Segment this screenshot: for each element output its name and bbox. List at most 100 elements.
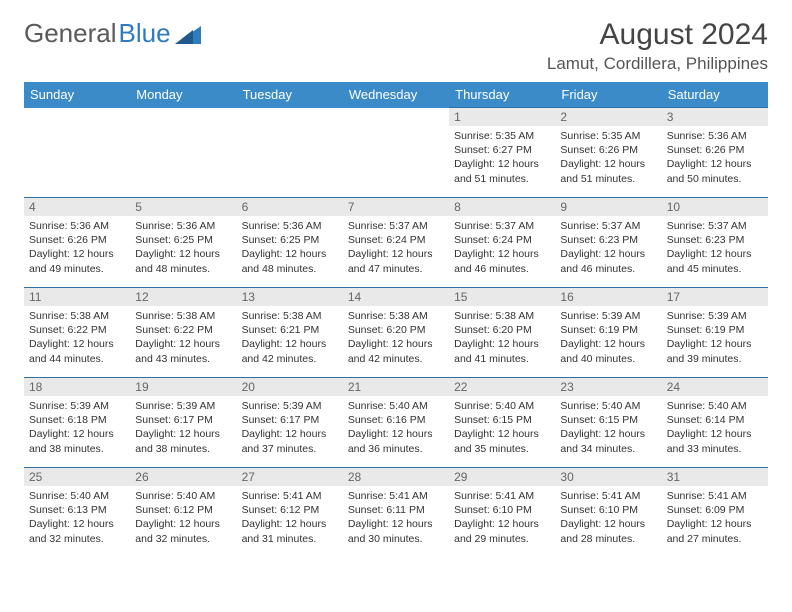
daylight-line: Daylight: 12 hours and 38 minutes. [135, 427, 231, 455]
calendar-cell: 29Sunrise: 5:41 AMSunset: 6:10 PMDayligh… [449, 468, 555, 558]
calendar-cell: 23Sunrise: 5:40 AMSunset: 6:15 PMDayligh… [555, 378, 661, 468]
sunrise-line: Sunrise: 5:36 AM [29, 219, 125, 233]
day-number: 30 [555, 468, 661, 486]
sunset-line: Sunset: 6:15 PM [454, 413, 550, 427]
sunset-line: Sunset: 6:12 PM [242, 503, 338, 517]
day-body: Sunrise: 5:41 AMSunset: 6:10 PMDaylight:… [555, 486, 661, 551]
calendar-cell: 13Sunrise: 5:38 AMSunset: 6:21 PMDayligh… [237, 288, 343, 378]
day-number: 28 [343, 468, 449, 486]
calendar-cell: 30Sunrise: 5:41 AMSunset: 6:10 PMDayligh… [555, 468, 661, 558]
calendar-week: 18Sunrise: 5:39 AMSunset: 6:18 PMDayligh… [24, 378, 768, 468]
day-number: 10 [662, 198, 768, 216]
calendar-cell: 25Sunrise: 5:40 AMSunset: 6:13 PMDayligh… [24, 468, 130, 558]
daylight-line: Daylight: 12 hours and 48 minutes. [242, 247, 338, 275]
calendar-cell: 1Sunrise: 5:35 AMSunset: 6:27 PMDaylight… [449, 108, 555, 198]
sunrise-line: Sunrise: 5:39 AM [560, 309, 656, 323]
sunset-line: Sunset: 6:12 PM [135, 503, 231, 517]
sunset-line: Sunset: 6:11 PM [348, 503, 444, 517]
day-body: Sunrise: 5:38 AMSunset: 6:22 PMDaylight:… [24, 306, 130, 371]
day-body: Sunrise: 5:37 AMSunset: 6:23 PMDaylight:… [662, 216, 768, 281]
day-body: Sunrise: 5:41 AMSunset: 6:12 PMDaylight:… [237, 486, 343, 551]
calendar-cell: 26Sunrise: 5:40 AMSunset: 6:12 PMDayligh… [130, 468, 236, 558]
sunset-line: Sunset: 6:15 PM [560, 413, 656, 427]
calendar-week: 4Sunrise: 5:36 AMSunset: 6:26 PMDaylight… [24, 198, 768, 288]
sunrise-line: Sunrise: 5:35 AM [454, 129, 550, 143]
sunset-line: Sunset: 6:25 PM [135, 233, 231, 247]
calendar-cell: 14Sunrise: 5:38 AMSunset: 6:20 PMDayligh… [343, 288, 449, 378]
calendar-cell: 12Sunrise: 5:38 AMSunset: 6:22 PMDayligh… [130, 288, 236, 378]
day-number: 20 [237, 378, 343, 396]
sunrise-line: Sunrise: 5:40 AM [135, 489, 231, 503]
day-body: Sunrise: 5:37 AMSunset: 6:23 PMDaylight:… [555, 216, 661, 281]
calendar-cell: 5Sunrise: 5:36 AMSunset: 6:25 PMDaylight… [130, 198, 236, 288]
daylight-line: Daylight: 12 hours and 48 minutes. [135, 247, 231, 275]
sunrise-line: Sunrise: 5:38 AM [348, 309, 444, 323]
sunset-line: Sunset: 6:18 PM [29, 413, 125, 427]
day-number: 21 [343, 378, 449, 396]
day-number: 14 [343, 288, 449, 306]
day-number: 1 [449, 108, 555, 126]
calendar-cell: 15Sunrise: 5:38 AMSunset: 6:20 PMDayligh… [449, 288, 555, 378]
calendar-cell: 9Sunrise: 5:37 AMSunset: 6:23 PMDaylight… [555, 198, 661, 288]
sunrise-line: Sunrise: 5:38 AM [242, 309, 338, 323]
sunrise-line: Sunrise: 5:39 AM [667, 309, 763, 323]
calendar-week: 25Sunrise: 5:40 AMSunset: 6:13 PMDayligh… [24, 468, 768, 558]
calendar-body: 1Sunrise: 5:35 AMSunset: 6:27 PMDaylight… [24, 108, 768, 558]
day-header: Sunday [24, 82, 130, 108]
day-body: Sunrise: 5:40 AMSunset: 6:12 PMDaylight:… [130, 486, 236, 551]
calendar-cell [24, 108, 130, 198]
day-body: Sunrise: 5:41 AMSunset: 6:11 PMDaylight:… [343, 486, 449, 551]
day-body: Sunrise: 5:36 AMSunset: 6:26 PMDaylight:… [24, 216, 130, 281]
day-body: Sunrise: 5:38 AMSunset: 6:20 PMDaylight:… [449, 306, 555, 371]
day-header: Wednesday [343, 82, 449, 108]
title-block: August 2024 Lamut, Cordillera, Philippin… [547, 18, 768, 74]
sunset-line: Sunset: 6:23 PM [667, 233, 763, 247]
sunset-line: Sunset: 6:26 PM [667, 143, 763, 157]
daylight-line: Daylight: 12 hours and 50 minutes. [667, 157, 763, 185]
sunrise-line: Sunrise: 5:40 AM [667, 399, 763, 413]
daylight-line: Daylight: 12 hours and 42 minutes. [348, 337, 444, 365]
sunrise-line: Sunrise: 5:41 AM [667, 489, 763, 503]
day-number: 3 [662, 108, 768, 126]
day-body: Sunrise: 5:40 AMSunset: 6:13 PMDaylight:… [24, 486, 130, 551]
day-number: 13 [237, 288, 343, 306]
day-number: 9 [555, 198, 661, 216]
sunset-line: Sunset: 6:26 PM [560, 143, 656, 157]
day-number: 16 [555, 288, 661, 306]
sunset-line: Sunset: 6:19 PM [560, 323, 656, 337]
daylight-line: Daylight: 12 hours and 28 minutes. [560, 517, 656, 545]
daylight-line: Daylight: 12 hours and 38 minutes. [29, 427, 125, 455]
day-body: Sunrise: 5:36 AMSunset: 6:25 PMDaylight:… [130, 216, 236, 281]
brand-logo: GeneralBlue [24, 18, 201, 49]
sunset-line: Sunset: 6:22 PM [29, 323, 125, 337]
day-number: 2 [555, 108, 661, 126]
day-body: Sunrise: 5:39 AMSunset: 6:17 PMDaylight:… [130, 396, 236, 461]
day-body: Sunrise: 5:38 AMSunset: 6:21 PMDaylight:… [237, 306, 343, 371]
sunrise-line: Sunrise: 5:36 AM [242, 219, 338, 233]
calendar-cell: 17Sunrise: 5:39 AMSunset: 6:19 PMDayligh… [662, 288, 768, 378]
calendar-week: 1Sunrise: 5:35 AMSunset: 6:27 PMDaylight… [24, 108, 768, 198]
calendar-cell: 20Sunrise: 5:39 AMSunset: 6:17 PMDayligh… [237, 378, 343, 468]
calendar-cell: 28Sunrise: 5:41 AMSunset: 6:11 PMDayligh… [343, 468, 449, 558]
day-number: 27 [237, 468, 343, 486]
sunrise-line: Sunrise: 5:38 AM [454, 309, 550, 323]
day-number: 24 [662, 378, 768, 396]
day-number: 18 [24, 378, 130, 396]
calendar-cell [343, 108, 449, 198]
daylight-line: Daylight: 12 hours and 41 minutes. [454, 337, 550, 365]
sunset-line: Sunset: 6:10 PM [560, 503, 656, 517]
day-body: Sunrise: 5:39 AMSunset: 6:17 PMDaylight:… [237, 396, 343, 461]
sunrise-line: Sunrise: 5:41 AM [454, 489, 550, 503]
sunset-line: Sunset: 6:10 PM [454, 503, 550, 517]
sunrise-line: Sunrise: 5:40 AM [560, 399, 656, 413]
month-title: August 2024 [547, 18, 768, 52]
daylight-line: Daylight: 12 hours and 31 minutes. [242, 517, 338, 545]
daylight-line: Daylight: 12 hours and 29 minutes. [454, 517, 550, 545]
calendar-cell: 27Sunrise: 5:41 AMSunset: 6:12 PMDayligh… [237, 468, 343, 558]
sunset-line: Sunset: 6:24 PM [348, 233, 444, 247]
calendar-cell: 8Sunrise: 5:37 AMSunset: 6:24 PMDaylight… [449, 198, 555, 288]
day-body: Sunrise: 5:38 AMSunset: 6:20 PMDaylight:… [343, 306, 449, 371]
day-number: 26 [130, 468, 236, 486]
day-number: 22 [449, 378, 555, 396]
daylight-line: Daylight: 12 hours and 40 minutes. [560, 337, 656, 365]
